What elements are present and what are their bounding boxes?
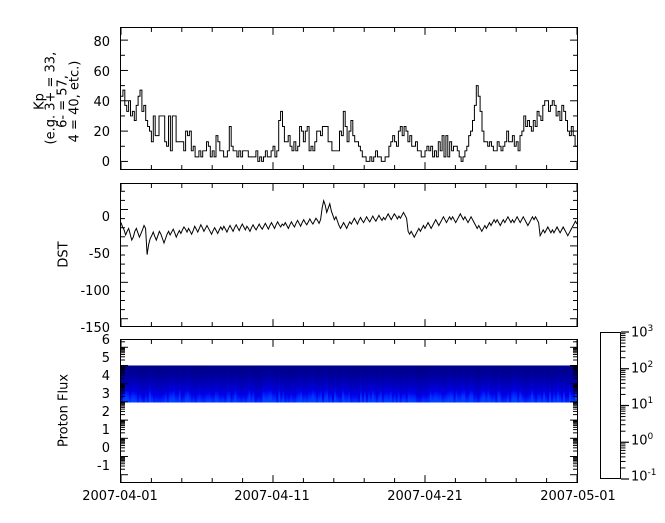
xtick-label-1: 2007-04-11 <box>234 489 310 504</box>
colorbar-label-1e3: 103 <box>631 324 654 341</box>
flux-ytick-3: 3 <box>101 387 110 402</box>
colorbar-label-1e2-base: 10 <box>631 361 648 377</box>
kp-ytick-80: 80 <box>93 35 110 50</box>
kp-ytick-60: 60 <box>93 65 110 80</box>
colorbar-label-1em1: 10-1 <box>631 468 657 485</box>
dst-data-line <box>121 198 577 255</box>
dst-ytick-m100: -100 <box>80 284 110 299</box>
flux-spectrogram-band <box>121 365 577 403</box>
kp-data-line <box>121 85 577 162</box>
colorbar-label-1e0-exp: 0 <box>647 432 654 442</box>
flux-ytick-1: 1 <box>101 423 110 438</box>
kp-ytick-20: 20 <box>93 125 110 140</box>
dst-plot-svg <box>121 184 577 326</box>
kp-tick-marks <box>121 28 577 169</box>
colorbar-label-1e3-base: 10 <box>631 325 648 341</box>
flux-ytick-m1: -1 <box>97 459 110 474</box>
colorbar-label-1e2-exp: 2 <box>647 360 654 370</box>
colorbar-label-1e1: 101 <box>631 396 654 413</box>
colorbar <box>600 331 629 480</box>
kp-plot-svg <box>121 28 577 169</box>
dst-ytick-m50: -50 <box>88 247 110 262</box>
colorbar-tick-marks <box>621 331 629 480</box>
flux-ytick-6: 6 <box>101 333 110 348</box>
kp-plot-panel <box>120 27 578 170</box>
flux-ytick-5: 5 <box>101 351 110 366</box>
flux-ytick-2: 2 <box>101 405 110 420</box>
dst-ytick-m150: -150 <box>80 321 110 336</box>
dst-ytick-0: 0 <box>101 210 110 225</box>
colorbar-label-1e3-exp: 3 <box>647 324 654 334</box>
xtick-label-2: 2007-04-21 <box>387 489 463 504</box>
flux-axis-title: Proton Flux <box>56 373 72 448</box>
colorbar-label-1em1-base: 10 <box>631 469 648 485</box>
colorbar-label-1e0: 100 <box>631 432 654 449</box>
colorbar-label-1e0-base: 10 <box>631 433 648 449</box>
kp-ytick-40: 40 <box>93 95 110 110</box>
flux-plot-panel <box>120 339 578 483</box>
colorbar-gradient <box>600 332 621 479</box>
dst-plot-panel <box>120 183 578 327</box>
colorbar-label-1e2: 102 <box>631 360 654 377</box>
kp-ytick-0: 0 <box>101 155 110 170</box>
xtick-label-0: 2007-04-01 <box>82 489 158 504</box>
colorbar-label-1e1-base: 10 <box>631 397 648 413</box>
flux-ytick-4: 4 <box>101 369 110 384</box>
colorbar-label-1e1-exp: 1 <box>647 396 654 406</box>
colorbar-label-1em1-exp: -1 <box>647 468 657 478</box>
xtick-label-3: 2007-05-01 <box>540 489 616 504</box>
flux-plot-svg <box>121 340 577 482</box>
dst-tick-marks <box>121 184 577 326</box>
flux-tick-marks <box>121 340 577 482</box>
flux-ytick-0: 0 <box>101 441 110 456</box>
